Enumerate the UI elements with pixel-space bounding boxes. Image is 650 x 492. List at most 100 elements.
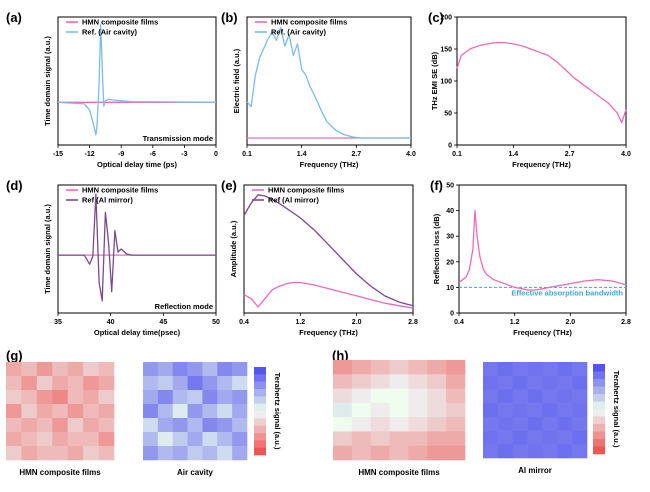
heatmap-cell	[36, 376, 53, 391]
x-axis-label-e: Frequency (THz)	[299, 328, 358, 337]
heatmap-cell	[527, 430, 543, 445]
y-tick-label-f: 10	[446, 285, 454, 292]
plot-frame-e	[243, 184, 414, 314]
x-tick-label-f: 2.8	[621, 319, 631, 326]
heatmap-cell	[497, 389, 514, 404]
heatmap-cell	[333, 445, 353, 461]
heatmap-cell	[187, 376, 203, 391]
heatmap-cell	[527, 362, 543, 377]
heatmap-cell	[6, 390, 22, 405]
colorbar-step-g	[254, 374, 266, 382]
heatmap-cell	[389, 445, 409, 461]
heatmap-cell	[217, 432, 233, 447]
heatmap-cell	[187, 418, 203, 433]
series-line-f-0	[458, 209, 627, 291]
y-axis-label-d: Time domain signal (a.u.)	[43, 204, 52, 294]
y-tick-label-f: 50	[446, 183, 454, 190]
heatmap-cell	[557, 403, 573, 418]
heatmap-cell	[187, 446, 203, 461]
heatmap-cell	[52, 404, 69, 419]
heatmap-cell	[408, 360, 428, 375]
heatmap-cell	[542, 430, 558, 445]
x-tick-label-e: 0.4	[239, 319, 249, 326]
heatmap-cell	[36, 390, 53, 405]
plot-frame-d	[57, 184, 217, 314]
heatmap-cell	[427, 388, 447, 404]
colorbar-step-h	[593, 379, 605, 387]
heatmap-cell	[527, 375, 543, 390]
heatmap-cell	[408, 388, 428, 404]
panel-e: (e) 0.4 1.2 2.0 2.8 Frequency (THz) Amplitude …	[221, 178, 418, 337]
heatmap-cell	[217, 362, 233, 377]
x-axis-label-b: Frequency (THz)	[300, 160, 359, 169]
heatmap-cell	[157, 432, 174, 447]
heatmap-cell	[67, 390, 84, 405]
heatmap-cell	[83, 390, 99, 405]
heatmap-cell	[370, 431, 390, 447]
panel-label-a: (a)	[6, 10, 22, 25]
heatmap-cell	[21, 432, 38, 447]
heatmap-cell	[157, 376, 174, 391]
heatmap-cell	[6, 432, 22, 447]
x-tick-label-b: 4.0	[406, 151, 416, 158]
heatmap-cell	[172, 446, 188, 461]
series-line-e-0	[243, 281, 414, 309]
colorbar-label-g: Terahertz signal (a.u.)	[273, 373, 282, 450]
heatmap-cell	[351, 417, 372, 432]
heatmap-cell	[217, 446, 233, 461]
heatmap-cell	[217, 404, 233, 419]
heatmap-cell	[67, 432, 84, 447]
heatmap-cell	[232, 362, 248, 377]
annotation-f: Effective absorption bandwidth	[511, 288, 623, 297]
heatmap-cell	[157, 362, 174, 377]
heatmap-cell	[67, 418, 84, 433]
heatmap-cell	[572, 430, 588, 445]
colorbar-step-g	[254, 418, 266, 426]
panel-label-b: (b)	[221, 10, 238, 25]
heatmap-cell	[21, 362, 38, 377]
annotation-d: Reflection mode	[155, 302, 213, 311]
heatmap-cell	[202, 376, 218, 391]
heatmap-cell	[497, 375, 514, 390]
heatmap-cell	[427, 360, 447, 375]
x-axis-label-d: Optical delay time(psec)	[94, 328, 181, 337]
heatmap-cell	[527, 444, 543, 459]
colorbar-step-g	[254, 440, 266, 448]
heatmap-cell	[389, 374, 409, 389]
heatmap-cell	[542, 375, 558, 390]
colorbar-step-g	[254, 425, 266, 434]
heatmap-cell	[483, 375, 499, 390]
legend-entry-a-0: HMN composite films	[82, 18, 158, 27]
panel-d: (d) 35 40 45 50 Optical delay time(psec) Time …	[6, 178, 220, 337]
series-line-c-0	[456, 41, 627, 124]
heatmap-cell	[172, 376, 188, 391]
heatmap-cell	[67, 404, 84, 419]
plot-frame-a	[57, 16, 217, 146]
heatmap-cell	[512, 389, 528, 404]
x-tick-label-e: 2.8	[408, 319, 418, 326]
heatmap-cell	[157, 390, 174, 405]
heatmap-cell	[98, 446, 115, 461]
plot-frame-b	[246, 16, 412, 146]
heatmap-cell	[83, 362, 99, 377]
heatmap-cell	[542, 403, 558, 418]
y-axis-label-a: Time domain signal (a.u.)	[43, 36, 52, 126]
heatmap-cell	[36, 446, 53, 461]
heatmap-title-g-1: Air cavity	[177, 468, 214, 477]
series-line-e-1	[243, 194, 414, 307]
heatmap-cell	[527, 416, 543, 431]
y-tick-label-c: 50	[444, 111, 452, 118]
heatmap-cell	[370, 360, 390, 375]
heatmap-cell	[497, 403, 514, 418]
heatmap-cell	[427, 445, 447, 461]
heatmap-cell	[370, 388, 390, 404]
heatmap-cell	[483, 416, 499, 431]
heatmap-cell	[446, 360, 466, 375]
heatmap-cell	[172, 432, 188, 447]
y-tick-label-f: 40	[446, 208, 454, 215]
heatmap-cell	[572, 444, 588, 459]
heatmap-cell	[36, 404, 53, 419]
heatmap-cell	[21, 390, 38, 405]
heatmap-cell	[143, 362, 159, 377]
